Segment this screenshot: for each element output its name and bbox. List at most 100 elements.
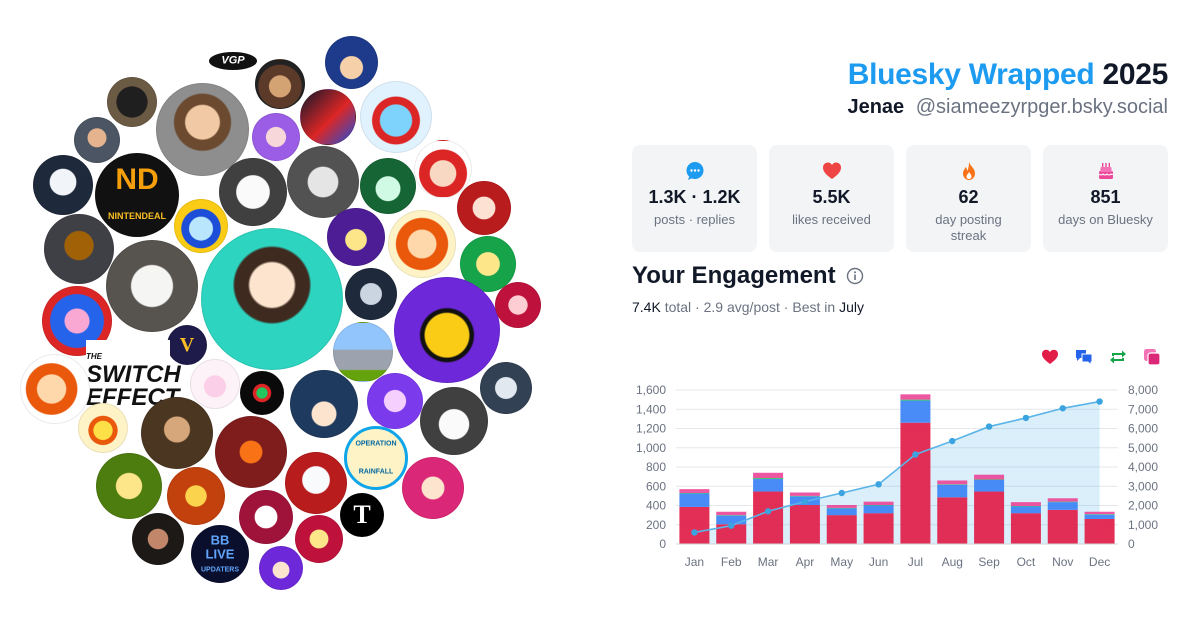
avatar[interactable] [290, 370, 358, 438]
cumulative-point [949, 437, 956, 445]
bar-segment [716, 515, 747, 525]
avatar[interactable] [325, 36, 378, 89]
x-tick-label: Sep [978, 555, 1000, 569]
avatar[interactable] [460, 236, 516, 292]
engagement-total: 7.4K [632, 299, 661, 315]
avatar[interactable] [74, 117, 120, 163]
cumulative-point [1059, 405, 1066, 412]
bar-segment [863, 501, 894, 506]
bar-segment [900, 400, 931, 423]
avatar[interactable] [295, 515, 343, 563]
bar-segment [974, 474, 1005, 480]
avatar[interactable] [132, 513, 184, 565]
avatar[interactable] [287, 146, 359, 218]
avatar[interactable] [420, 387, 488, 455]
engagement-chart: 0 200 400 600 800 1,000 1,200 1,400 1,600 0 1,000 2… [636, 383, 1158, 569]
avatar[interactable] [44, 214, 114, 284]
vgp-logo-text: VGP [221, 54, 245, 67]
avatar[interactable] [190, 359, 240, 409]
avatar[interactable] [457, 181, 511, 235]
quote-icon[interactable] [1142, 347, 1162, 367]
avatar[interactable]: BB LIVE UPDATERS [191, 525, 249, 583]
avatar[interactable] [141, 397, 213, 469]
engagement-summary: 7.4K total · 2.9 avg/post · Best in July [632, 299, 864, 315]
stat-value: 62 [958, 187, 979, 207]
avatar[interactable] [240, 371, 284, 415]
vgp-logo[interactable]: VGP [209, 52, 257, 70]
cumulative-point [1096, 398, 1103, 405]
bar-segment [974, 491, 1005, 544]
bar-segment [1084, 518, 1115, 544]
avatar[interactable] [252, 113, 300, 161]
avatar[interactable] [215, 416, 287, 488]
repost-icon[interactable] [1108, 347, 1128, 367]
bar-segment [679, 493, 710, 507]
y-right-tick-label: 2,000 [1128, 499, 1158, 513]
avatar[interactable] [388, 210, 456, 278]
avatar[interactable] [333, 322, 393, 382]
avatar[interactable] [174, 199, 228, 253]
avatar[interactable] [394, 277, 500, 383]
avatar[interactable] [201, 228, 343, 370]
heart-icon[interactable] [1040, 347, 1060, 367]
x-tick-label: Dec [1089, 555, 1110, 569]
avatar[interactable]: V [167, 325, 207, 365]
x-tick-label: May [830, 555, 853, 569]
stats-row: 1.3K · 1.2K posts · replies 5.5K likes r… [632, 145, 1168, 252]
display-name: Jenae [847, 96, 905, 118]
avatar[interactable] [156, 83, 249, 176]
cumulative-point [691, 529, 698, 536]
v-logo-text: V [179, 334, 195, 356]
avatar[interactable] [107, 77, 157, 127]
y-left-tick-label: 1,000 [636, 441, 666, 455]
avatar[interactable] [96, 453, 162, 519]
avatar[interactable] [259, 546, 303, 590]
avatar[interactable] [367, 373, 423, 429]
switch-effect-logo[interactable]: THE SWITCH EFFECT [86, 340, 181, 410]
avatar[interactable] [167, 467, 225, 525]
x-tick-label: Apr [796, 555, 815, 569]
avatar[interactable] [495, 282, 541, 328]
title-year: 2025 [1102, 58, 1168, 91]
x-tick-label: Mar [758, 555, 779, 569]
bar-segment [937, 484, 968, 498]
info-icon[interactable] [846, 267, 864, 285]
avatar[interactable] [20, 354, 90, 424]
user-handle[interactable]: @siameezyrpger.bsky.social [915, 96, 1168, 118]
avatar[interactable] [78, 403, 128, 453]
avatar[interactable] [360, 158, 416, 214]
x-tick-label: Aug [942, 555, 963, 569]
avatar[interactable]: OPERATION RAINFALL [344, 426, 408, 490]
bar-segment [1047, 498, 1078, 502]
y-right-tick-label: 8,000 [1128, 383, 1158, 397]
y-left-tick-label: 200 [646, 518, 666, 532]
cumulative-point [985, 423, 993, 430]
engagement-title: Your Engagement [632, 262, 836, 289]
avatar[interactable] [327, 208, 385, 266]
bar-segment [753, 479, 784, 492]
avatar[interactable] [360, 81, 432, 153]
reply-icon[interactable] [1074, 347, 1094, 367]
avatar[interactable]: ND NINTENDEAL [95, 153, 179, 237]
bar-segment [789, 492, 820, 496]
avatar[interactable]: T [340, 493, 384, 537]
bar-segment [900, 394, 931, 400]
avatar[interactable] [345, 268, 397, 320]
avatar[interactable] [402, 457, 464, 519]
y-right-tick-label: 1,000 [1128, 518, 1158, 532]
avatar[interactable] [414, 140, 472, 198]
avatar[interactable] [285, 452, 347, 514]
avatar[interactable] [239, 490, 293, 544]
avatar[interactable] [33, 155, 93, 215]
avatar[interactable] [219, 158, 287, 226]
avatar[interactable] [480, 362, 532, 414]
stat-value: 851 [1090, 187, 1121, 207]
avatar[interactable] [255, 59, 305, 109]
avatar[interactable] [300, 89, 356, 145]
user-line: Jenae @siameezyrpger.bsky.social [847, 96, 1168, 119]
operation-rainfall-logo: OPERATION RAINFALL [347, 441, 405, 476]
operation-rainfall-1: OPERATION [355, 440, 397, 448]
speech-bubble-icon [686, 162, 703, 180]
avatar[interactable] [106, 240, 198, 332]
bar-segment [974, 479, 1005, 492]
